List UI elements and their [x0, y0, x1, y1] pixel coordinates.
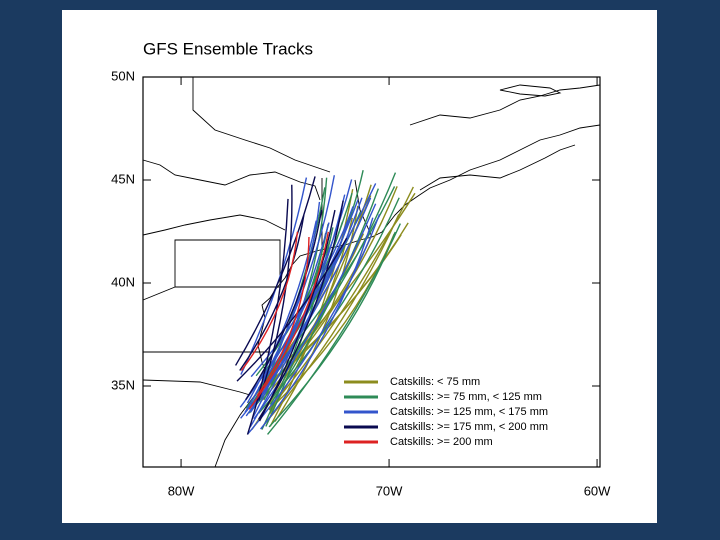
- legend: Catskills: < 75 mm Catskills: >= 75 mm, <…: [344, 376, 548, 448]
- legend-label: Catskills: < 75 mm: [390, 376, 480, 388]
- track: [258, 209, 336, 422]
- map-frame: [142, 76, 601, 468]
- lon-tick-label: 60W: [584, 483, 611, 498]
- track: [235, 176, 316, 366]
- panel: [62, 10, 657, 523]
- track: [240, 231, 299, 371]
- track: [245, 209, 323, 401]
- lon-tick-label: 80W: [168, 483, 195, 498]
- axes: 50N 45N 40N 35N 80W 70W 60W: [111, 68, 611, 498]
- lat-tick-label: 50N: [111, 68, 135, 83]
- lon-tick-label: 70W: [376, 483, 403, 498]
- track: [244, 201, 321, 413]
- track: [256, 236, 310, 397]
- track: [245, 197, 372, 417]
- track: [239, 183, 377, 408]
- lat-tick-label: 35N: [111, 377, 135, 392]
- legend-label: Catskills: >= 200 mm: [390, 436, 493, 448]
- track: [248, 231, 330, 410]
- track: [260, 217, 374, 430]
- map-title: GFS Ensemble Tracks: [143, 39, 313, 58]
- track: [247, 214, 381, 435]
- legend-label: Catskills: >= 75 mm, < 125 mm: [390, 391, 542, 403]
- track: [262, 214, 400, 426]
- track: [252, 222, 330, 419]
- track: [246, 198, 289, 435]
- track: [248, 172, 397, 414]
- ensemble-tracks: [235, 170, 416, 435]
- coastlines: [142, 77, 601, 468]
- track: [253, 203, 377, 420]
- track: [239, 215, 305, 371]
- track: [251, 184, 372, 430]
- legend-label: Catskills: >= 175 mm, < 200 mm: [390, 421, 548, 433]
- track: [257, 184, 293, 401]
- track: [266, 223, 401, 435]
- lat-tick-label: 40N: [111, 274, 135, 289]
- lat-tick-label: 45N: [111, 171, 135, 186]
- legend-label: Catskills: >= 125 mm, < 175 mm: [390, 406, 548, 418]
